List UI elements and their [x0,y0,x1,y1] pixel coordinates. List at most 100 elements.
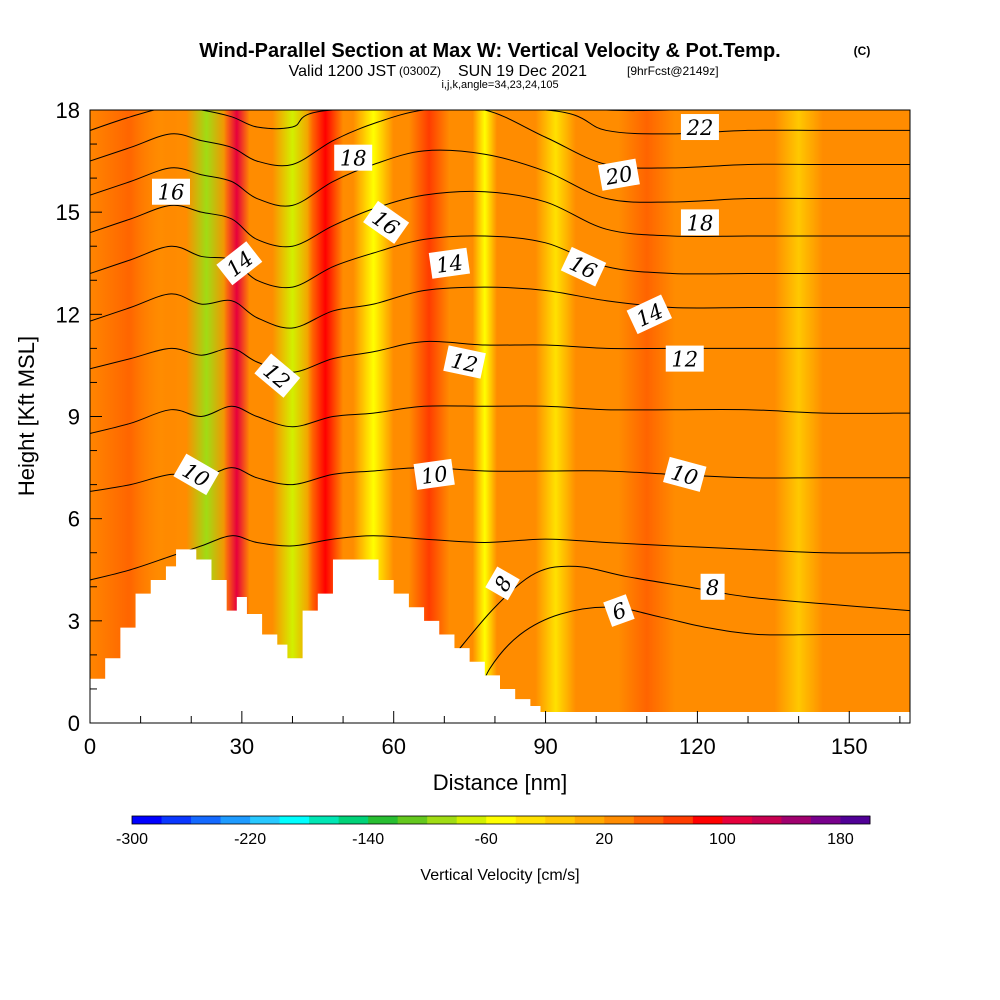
x-tick-label: 30 [230,734,254,759]
colorbar-swatch [250,816,281,824]
terrain [90,549,546,723]
colorbar-tick-label: -60 [475,831,498,848]
colorbar-swatch [338,816,369,824]
y-tick-label: 6 [68,507,80,532]
chart-title-mark: (C) [854,44,871,58]
isentrope-line [474,606,910,707]
x-tick-label: 60 [381,734,405,759]
colorbar-swatch [574,816,605,824]
y-tick-label: 9 [68,405,80,430]
isentrope-line [90,286,910,329]
colorbar-swatch [486,816,517,824]
isentrope-label: 10 [663,456,707,492]
colorbar-swatch [692,816,723,824]
svg-text:18: 18 [687,211,714,235]
colorbar: -300 -220 -140 -60 20 100 180 [116,815,871,848]
isentrope-line [90,340,910,373]
colorbar-swatch [781,816,812,824]
svg-text:12: 12 [671,348,698,372]
colorbar-swatch [397,816,428,824]
colorbar-swatch [663,816,694,824]
colorbar-tick-label: -300 [116,831,148,848]
isentrope-line [90,405,910,435]
isentrope-line [90,535,910,581]
valid-date: SUN 19 Dec 2021 [458,63,587,80]
colorbar-swatch [220,816,251,824]
svg-text:12: 12 [449,348,480,377]
isentrope-label: 8 [485,566,520,601]
svg-text:18: 18 [340,147,367,171]
y-tick-label: 0 [68,711,80,736]
colorbar-tick-label: -140 [352,831,384,848]
colorbar-swatch [279,816,310,824]
velocity-band [472,110,497,723]
x-tick-label: 150 [831,734,868,759]
isentrope-label: 14 [428,247,471,279]
isentrope-label: 18 [334,144,373,171]
colorbar-swatch [515,816,546,824]
colorbar-swatch [309,816,340,824]
velocity-band [535,110,576,723]
svg-text:16: 16 [158,181,185,205]
isentrope-label: 12 [443,345,486,379]
isentrope-line [90,149,910,207]
y-axis-label: Height [Kft MSL] [14,336,39,496]
colorbar-tick-label: 20 [595,831,613,848]
y-tick-label: 3 [68,609,80,634]
valid-label: Valid 1200 JST [289,63,397,80]
forecast-label: [9hrFcst@2149z] [627,64,719,78]
colorbar-swatch [132,816,163,824]
y-axis: 0 3 6 9 12 15 18 [56,98,102,736]
colorbar-label: Vertical Velocity [cm/s] [420,867,579,884]
x-axis-label: Distance [nm] [433,770,568,795]
svg-text:8: 8 [706,576,719,600]
y-tick-label: 18 [56,98,80,123]
x-tick-label: 90 [533,734,557,759]
isentrope-label: 22 [680,114,719,141]
colorbar-swatch [633,816,664,824]
colorbar-swatch [427,816,458,824]
colorbar-tick-label: 100 [709,831,736,848]
chart-title: Wind-Parallel Section at Max W: Vertical… [199,40,780,62]
x-axis: 0 30 60 90 120 150 [84,711,901,759]
svg-text:22: 22 [686,116,714,140]
y-tick-label: 12 [56,302,80,327]
colorbar-swatch [722,816,753,824]
colorbar-tick-label: -220 [234,831,266,848]
isentrope-label: 18 [680,209,719,236]
isentrope-label: 12 [665,345,704,372]
velocity-band [774,110,823,723]
x-tick-label: 120 [679,734,716,759]
isentrope-label: 10 [413,458,455,490]
grid-indices: i,j,k,angle=34,23,24,105 [441,79,558,91]
colorbar-swatch [840,816,871,824]
isentrope-label: 8 [700,573,725,600]
isentrope-line [90,110,910,169]
colorbar-swatch [545,816,576,824]
colorbar-tick-label: 180 [827,831,854,848]
isentrope-label: 16 [363,200,410,244]
x-tick-label: 0 [84,734,96,759]
ground-strip [90,712,910,723]
svg-text:20: 20 [603,162,634,190]
colorbar-swatch [751,816,782,824]
isentrope-label: 6 [603,594,635,627]
valid-utc: (0300Z) [399,64,441,78]
colorbar-swatch [368,816,399,824]
svg-text:14: 14 [435,250,465,277]
isentrope-line [90,235,910,289]
colorbar-swatch [191,816,222,824]
isentrope-line [90,110,910,135]
colorbar-swatch [161,816,192,824]
isentrope-lines [90,110,910,707]
colorbar-swatch [810,816,841,824]
isentrope-line [90,190,910,248]
isentrope-label: 16 [151,178,190,205]
chart-subtitle: Valid 1200 JST (0300Z) SUN 19 Dec 2021 [… [289,63,719,80]
y-tick-label: 15 [56,200,80,225]
isentrope-label: 20 [597,158,640,191]
colorbar-swatch [604,816,635,824]
